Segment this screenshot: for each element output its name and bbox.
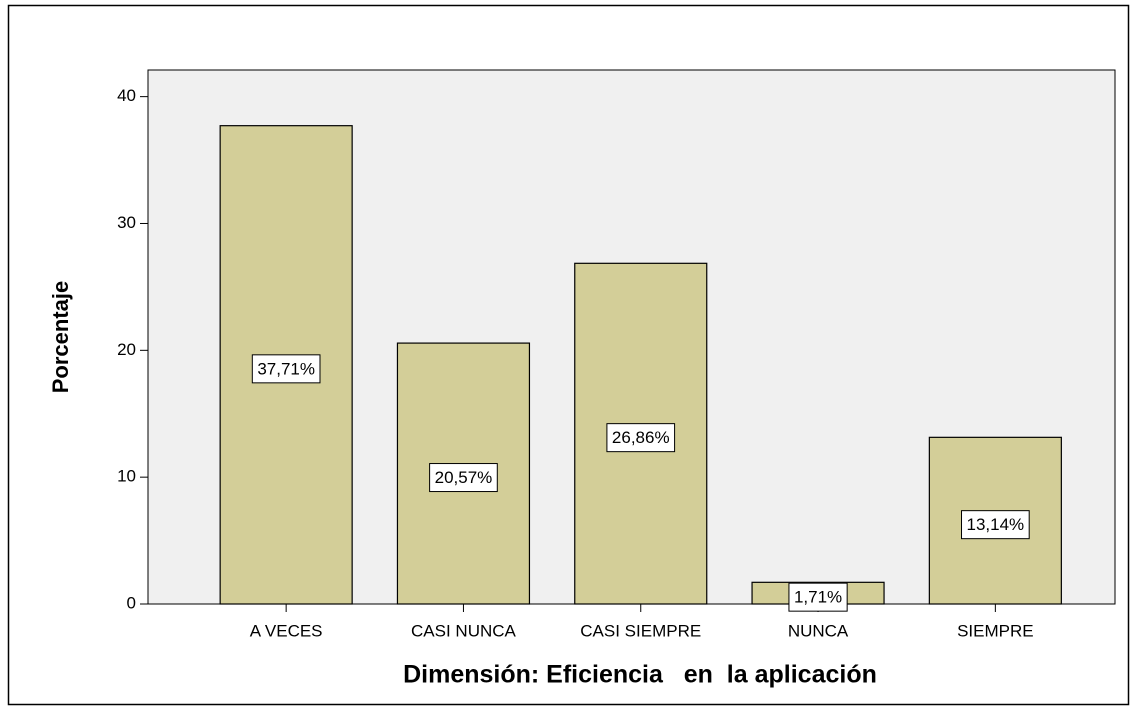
y-tick-label: 20 xyxy=(117,340,136,359)
y-tick-label: 30 xyxy=(117,213,136,232)
value-label-box xyxy=(961,510,1030,540)
value-label-box xyxy=(606,423,676,453)
y-tick-label: 0 xyxy=(127,593,136,612)
x-tick-label: SIEMPRE xyxy=(957,621,1034,640)
value-label: 13,14% xyxy=(967,515,1025,534)
x-tick-label: CASI SIEMPRE xyxy=(580,621,701,640)
x-tick-label: A VECES xyxy=(250,621,323,640)
y-tick-label: 40 xyxy=(117,86,136,105)
value-label: 1,71% xyxy=(794,588,842,607)
x-tick-label: CASI NUNCA xyxy=(411,621,517,640)
y-tick-label: 10 xyxy=(117,467,136,486)
value-label-box xyxy=(429,463,498,493)
y-axis-title: Porcentaje xyxy=(48,281,73,394)
value-label: 37,71% xyxy=(257,359,315,378)
x-axis-title: Dimensión: Eficiencia en la aplicación xyxy=(403,661,877,689)
value-label-box xyxy=(251,354,321,384)
value-label: 26,86% xyxy=(612,428,670,447)
value-label: 20,57% xyxy=(435,468,493,487)
value-label-box xyxy=(788,582,848,612)
x-tick-label: NUNCA xyxy=(788,621,849,640)
